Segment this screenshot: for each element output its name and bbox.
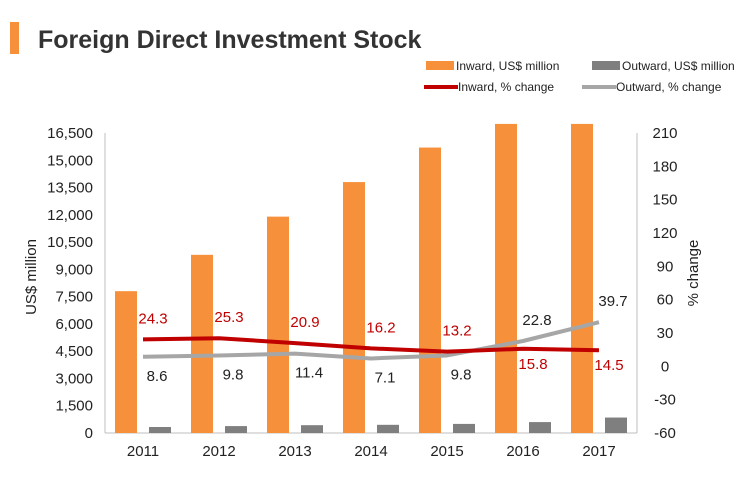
title-accent-bar	[10, 22, 19, 54]
legend-swatch	[426, 61, 454, 70]
legend-label: Inward, % change	[458, 80, 554, 94]
y-axis-title: US$ million	[23, 239, 40, 315]
y-tick-label: 4,500	[55, 343, 93, 360]
axes: 0 1,500 3,000 4,500 6,000 7,500 9,000 10,500 12,…	[23, 125, 702, 460]
outward-pct-line	[142, 320, 600, 361]
outward-pct-label: 8.6	[147, 368, 168, 385]
x-tick-label: 2011	[127, 443, 159, 460]
inward-pct-label: 16.2	[366, 319, 395, 336]
x-tick-label: 2015	[430, 443, 463, 460]
outward-bar	[149, 427, 171, 433]
outward-bar	[225, 426, 247, 433]
inward-pct-label: 20.9	[290, 314, 319, 331]
legend-label: Inward, US$ million	[456, 59, 559, 73]
inward-pct-label: 25.3	[214, 309, 243, 326]
legend: Inward, US$ million Outward, US$ million I…	[424, 59, 735, 94]
outward-bar	[529, 422, 551, 433]
outward-bar	[453, 423, 475, 433]
inward-pct-label: 14.5	[594, 357, 623, 374]
y-tick-label: 1,500	[55, 398, 93, 415]
y2-tick-label: 0	[661, 358, 669, 375]
y2-tick-label: 30	[657, 325, 674, 342]
legend-label: Outward, US$ million	[622, 59, 735, 73]
outward-pct-label: 7.1	[375, 369, 396, 386]
y2-tick-label: 210	[652, 125, 677, 142]
inward-pct-line	[142, 336, 600, 354]
data-labels: 24.3 25.3 20.9 16.2 13.2 15.8 14.5 8.6 9.8 11.4 7.…	[138, 293, 627, 386]
y2-tick-label: 120	[652, 225, 677, 242]
inward-pct-label: 13.2	[442, 323, 471, 340]
lines	[142, 320, 600, 361]
outward-pct-label: 22.8	[522, 312, 551, 329]
outward-pct-label: 9.8	[451, 366, 472, 383]
y-tick-label: 13,500	[47, 180, 93, 197]
y-tick-label: 0	[85, 425, 93, 442]
x-tick-label: 2017	[582, 443, 615, 460]
inward-bar	[191, 254, 213, 433]
inward-bar	[495, 123, 517, 433]
y2-tick-label: 150	[652, 192, 677, 209]
y2-tick-label: -30	[654, 392, 676, 409]
legend-label: Outward, % change	[616, 80, 722, 94]
y-tick-label: 10,500	[47, 234, 93, 251]
y-tick-label: 7,500	[55, 289, 93, 306]
y2-tick-label: 60	[657, 292, 674, 309]
y2-tick-label: 180	[652, 158, 677, 175]
y2-axis-title: % change	[685, 240, 702, 307]
inward-bar	[419, 147, 441, 433]
outward-bar	[301, 425, 323, 433]
inward-pct-label: 15.8	[518, 356, 547, 373]
inward-bar	[115, 291, 137, 433]
inward-bar	[571, 123, 593, 433]
y-tick-label: 3,000	[55, 370, 93, 387]
x-tick-label: 2016	[506, 443, 539, 460]
outward-pct-label: 39.7	[598, 293, 627, 310]
y-tick-label: 6,000	[55, 316, 93, 333]
x-tick-label: 2012	[202, 443, 235, 460]
y2-tick-label: -60	[654, 425, 676, 442]
inward-pct-label: 24.3	[138, 310, 167, 327]
inward-bar	[343, 182, 365, 433]
chart-title: Foreign Direct Investment Stock	[38, 26, 422, 54]
y-tick-label: 16,500	[47, 125, 93, 142]
y-tick-label: 15,000	[47, 152, 93, 169]
legend-swatch	[592, 61, 620, 70]
x-tick-label: 2014	[354, 443, 387, 460]
y2-tick-label: 90	[657, 258, 674, 275]
inward-bar	[267, 216, 289, 433]
outward-bar	[377, 424, 399, 433]
y-tick-label: 12,000	[47, 207, 93, 224]
outward-pct-label: 9.8	[223, 366, 244, 383]
y-tick-label: 9,000	[55, 261, 93, 278]
x-tick-label: 2013	[278, 443, 311, 460]
bars	[115, 123, 627, 433]
outward-bar	[605, 417, 627, 433]
outward-pct-label: 11.4	[295, 365, 323, 382]
